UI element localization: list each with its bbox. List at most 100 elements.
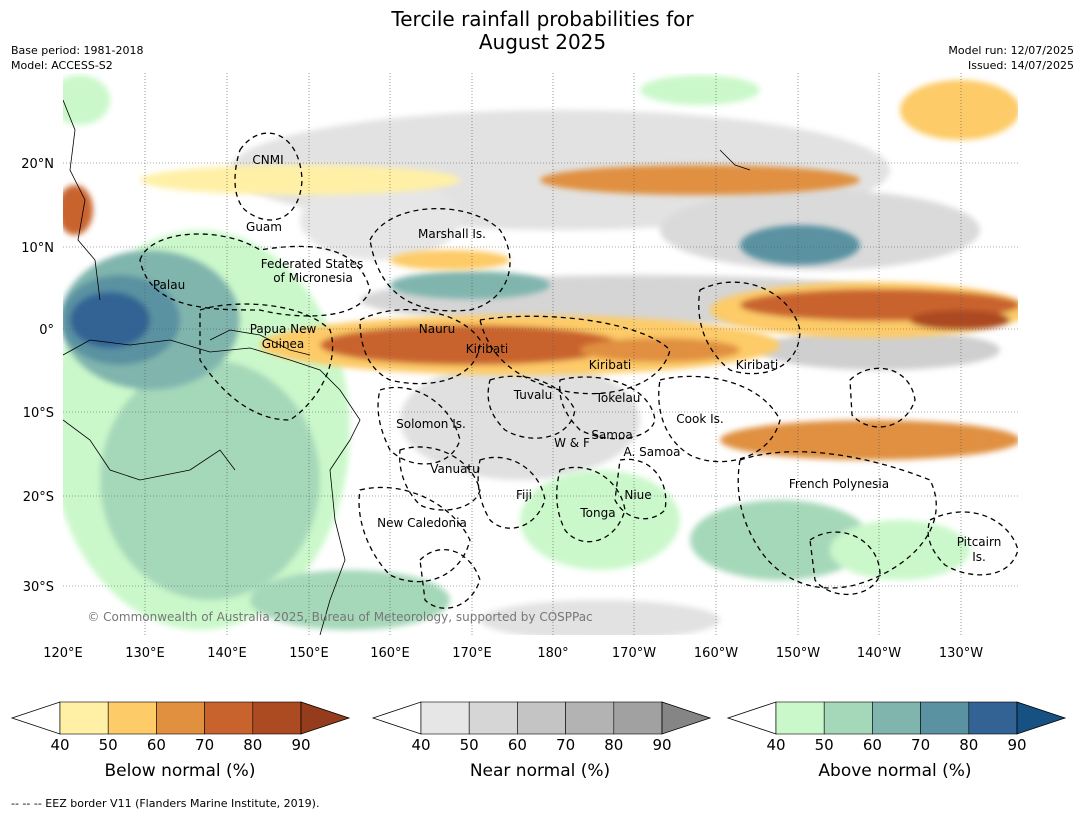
label-png-2: Guinea	[262, 337, 305, 351]
label-png-1: Papua New	[250, 322, 317, 336]
graticule	[63, 73, 1018, 635]
colorbar-under-arrow	[371, 701, 422, 735]
issued-date: Issued: 14/07/2025	[967, 59, 1074, 72]
label-fsm-2: of Micronesia	[273, 271, 353, 285]
colorbar-segment	[204, 701, 254, 735]
lat-label: 0°	[39, 323, 54, 338]
lon-label: 140°W	[857, 646, 901, 661]
copyright-notice: © Commonwealth of Australia 2025, Bureau…	[87, 610, 592, 624]
colorbar-tick-label: 80	[243, 736, 262, 754]
label-pitcairn-1: Pitcairn	[957, 535, 1002, 549]
colorbar-tick-label: 70	[195, 736, 214, 754]
colorbar-segment	[872, 701, 921, 735]
colorbar-segment	[565, 701, 615, 735]
lon-label: 120°E	[43, 646, 83, 661]
below-normal-fields	[63, 80, 1018, 460]
lon-label: 130°W	[939, 646, 983, 661]
colorbar-over-arrow	[661, 701, 712, 735]
colorbar-segment	[468, 701, 518, 735]
colorbar-tick-label: 40	[50, 736, 69, 754]
label-nauru: Nauru	[419, 322, 455, 336]
colorbar-segment	[517, 701, 566, 735]
colorbar-under-arrow	[726, 701, 777, 735]
colorbar-tick-label: 90	[652, 736, 671, 754]
lon-label: 150°W	[776, 646, 820, 661]
meta-left: Base period: 1981-2018 Model: ACCESS-S2	[11, 43, 143, 73]
label-french-polynesia: French Polynesia	[789, 477, 889, 491]
colorbar-segment	[968, 701, 1018, 735]
label-samoa: Samoa	[591, 428, 632, 442]
colorbar-tick-label: 40	[766, 736, 785, 754]
rainfall-probability-map: CNMI Guam Marshall Is. Federated States …	[21, 73, 1018, 661]
colorbar-tick-label: 80	[604, 736, 623, 754]
lat-label: 10°S	[23, 406, 54, 421]
colorbar-segment	[920, 701, 970, 735]
lon-label: 140°E	[207, 646, 247, 661]
eez-borders	[139, 132, 1018, 609]
lon-label: 150°E	[289, 646, 329, 661]
model-run: Model run: 12/07/2025	[948, 44, 1074, 57]
label-guam: Guam	[246, 220, 282, 234]
eez-footnote: -- -- -- EEZ border V11 (Flanders Marine…	[11, 797, 320, 810]
colorbar-segment	[613, 701, 663, 735]
lon-label: 170°E	[452, 646, 492, 661]
lat-label: 20°N	[21, 157, 54, 172]
latitude-labels: 20°N 10°N 0° 10°S 20°S 30°S	[21, 157, 54, 595]
colorbar-segment	[775, 701, 825, 735]
colorbar-tick-label: 90	[291, 736, 310, 754]
label-fiji: Fiji	[516, 488, 532, 502]
label-tonga: Tonga	[579, 506, 615, 520]
lon-label: 160°E	[370, 646, 410, 661]
colorbar-tick-label: 60	[863, 736, 882, 754]
colorbar-title-below: Below normal (%)	[104, 761, 256, 781]
longitude-labels: 120°E 130°E 140°E 150°E 160°E 170°E 180°…	[43, 646, 983, 661]
colorbar-tick-label: 70	[556, 736, 575, 754]
label-cnmi: CNMI	[252, 153, 283, 167]
colorbar-tick-label: 40	[411, 736, 430, 754]
colorbar-below-normal: 40 50 60 70 80 90	[10, 701, 351, 754]
label-kiribati-c: Kiribati	[589, 358, 631, 372]
colorbar-segment	[156, 701, 205, 735]
lat-label: 30°S	[23, 580, 54, 595]
colorbar-segment	[823, 701, 873, 735]
colorbar-tick-label: 50	[99, 736, 118, 754]
colorbar-tick-label: 50	[460, 736, 479, 754]
label-solomon: Solomon Is.	[396, 417, 466, 431]
label-new-caledonia: New Caledonia	[377, 516, 467, 530]
label-vanuatu: Vanuatu	[430, 462, 480, 476]
label-wf: W & F	[554, 436, 590, 450]
label-marshall: Marshall Is.	[418, 227, 486, 241]
colorbar-segment	[59, 701, 109, 735]
lat-label: 20°S	[23, 490, 54, 505]
title-line-1: Tercile rainfall probabilities for	[391, 7, 694, 31]
label-niue: Niue	[624, 488, 651, 502]
above-normal-fields	[63, 75, 970, 630]
colorbar-tick-label: 60	[508, 736, 527, 754]
map-title: Tercile rainfall probabilities for Augus…	[0, 8, 1085, 54]
colorbar-over-arrow	[300, 701, 351, 735]
label-cook: Cook Is.	[676, 412, 723, 426]
label-palau: Palau	[153, 278, 185, 292]
lon-label: 170°W	[612, 646, 656, 661]
label-pitcairn-2: Is.	[972, 550, 986, 564]
colorbar-tick-label: 60	[147, 736, 166, 754]
label-tuvalu: Tuvalu	[513, 388, 553, 402]
colorbar-tick-label: 70	[911, 736, 930, 754]
model-name: Model: ACCESS-S2	[11, 59, 113, 72]
meta-right: Model run: 12/07/2025 Issued: 14/07/2025	[948, 43, 1074, 73]
colorbar-tick-label: 90	[1007, 736, 1026, 754]
region-labels: CNMI Guam Marshall Is. Federated States …	[153, 153, 1001, 564]
base-period: Base period: 1981-2018	[11, 44, 144, 57]
label-asamoa: A. Samoa	[624, 445, 681, 459]
colorbar-segment	[420, 701, 470, 735]
lat-label: 10°N	[21, 241, 54, 256]
colorbar-segment	[107, 701, 157, 735]
lon-label: 180°	[537, 646, 568, 661]
label-tokelau: Tokelau	[595, 391, 641, 405]
lon-label: 160°W	[694, 646, 738, 661]
colorbar-under-arrow	[10, 701, 61, 735]
colorbar-near-normal: 40 50 60 70 80 90	[371, 701, 712, 754]
label-fsm-1: Federated States	[261, 257, 363, 271]
coastlines	[63, 99, 751, 635]
colorbar-tick-label: 80	[959, 736, 978, 754]
